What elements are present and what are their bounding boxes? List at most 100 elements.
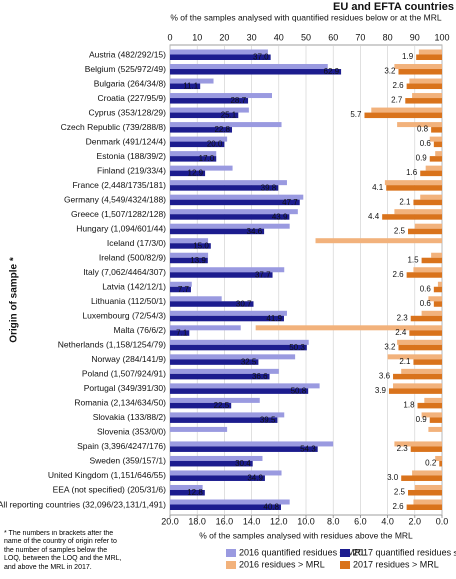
bar xyxy=(394,64,442,70)
value-label: 4.4 xyxy=(368,212,380,221)
bar xyxy=(433,141,442,148)
bar xyxy=(170,499,290,505)
bar xyxy=(170,228,265,235)
value-label: 50.8 xyxy=(291,386,307,395)
legend-label: 2017 residues > MRL xyxy=(353,559,439,569)
bar xyxy=(170,470,282,476)
category-label: Ireland (500/82/9) xyxy=(99,252,166,262)
value-label: 3.6 xyxy=(379,371,391,380)
x2-tick-label: 20.0 xyxy=(161,516,179,526)
category-label: United Kingdom (1,151/646/55) xyxy=(48,470,166,480)
bar xyxy=(429,417,442,423)
category-label: Lithuania (112/50/1) xyxy=(91,296,166,306)
value-label: 2.6 xyxy=(393,81,405,90)
value-label: 15.0 xyxy=(193,241,209,250)
bar xyxy=(409,78,442,84)
x2-tick-label: 16.0 xyxy=(216,516,234,526)
x-axis-label: % of the samples analysed with quantifie… xyxy=(170,12,441,22)
value-label: 28.7 xyxy=(230,96,246,105)
bar xyxy=(170,339,309,345)
value-label: 5.7 xyxy=(350,110,362,119)
category-label: Slovenia (353/0/0) xyxy=(97,427,166,437)
value-label: 1.9 xyxy=(402,52,414,61)
bar xyxy=(170,194,304,200)
legend-label: 2016 residues > MRL xyxy=(239,559,325,569)
value-label: 3.9 xyxy=(375,386,387,395)
bar xyxy=(170,402,232,409)
value-label: 2.7 xyxy=(391,96,403,105)
bar xyxy=(255,325,442,331)
bar xyxy=(170,460,253,467)
bar xyxy=(421,412,442,418)
bar xyxy=(401,368,442,374)
bar xyxy=(424,397,442,403)
bar xyxy=(421,310,442,316)
bar xyxy=(409,330,442,336)
x-tick-label: 0 xyxy=(167,32,172,42)
bar xyxy=(418,49,442,55)
bar xyxy=(397,339,442,345)
x-tick-label: 80 xyxy=(383,32,393,42)
legend-swatch xyxy=(340,561,350,569)
bar xyxy=(413,499,442,505)
value-label: 34.6 xyxy=(247,227,263,236)
bar xyxy=(170,238,209,244)
value-label: 34.9 xyxy=(247,474,263,483)
bar xyxy=(170,49,268,55)
legend-swatch xyxy=(226,549,236,557)
value-label: 25.1 xyxy=(221,111,237,120)
value-label: 39.8 xyxy=(261,183,277,192)
bar xyxy=(425,165,442,171)
bar xyxy=(170,209,298,215)
value-label: 30.4 xyxy=(235,459,251,468)
bar xyxy=(170,69,342,75)
bar xyxy=(428,426,442,432)
bar xyxy=(437,281,442,287)
bar xyxy=(170,93,272,99)
x-tick-label: 60 xyxy=(328,32,338,42)
value-label: 20.0 xyxy=(207,140,223,149)
bar xyxy=(170,199,300,206)
bar xyxy=(315,238,442,244)
bar xyxy=(431,252,442,258)
x2-tick-label: 6.0 xyxy=(354,516,367,526)
bar xyxy=(435,151,442,157)
value-label: 2.5 xyxy=(394,226,406,235)
bar xyxy=(170,388,309,394)
value-label: 0.6 xyxy=(420,299,432,308)
bar xyxy=(170,373,270,380)
bar xyxy=(170,286,191,293)
value-label: 2.3 xyxy=(397,313,409,322)
bar xyxy=(170,368,279,374)
bar xyxy=(431,127,442,133)
bar xyxy=(170,180,287,186)
bar xyxy=(435,455,442,461)
value-label: 2.1 xyxy=(399,197,411,206)
x-tick-label: 40 xyxy=(274,32,284,42)
bar xyxy=(413,359,442,365)
bar xyxy=(413,267,442,273)
bar xyxy=(170,426,228,432)
x2-axis-label: % of the samples analysed with residues … xyxy=(199,530,413,540)
value-label: 40.8 xyxy=(263,503,279,512)
category-label: Spain (3,396/4247/176) xyxy=(77,441,166,451)
value-label: 2.1 xyxy=(399,357,411,366)
bar xyxy=(170,344,307,351)
bar xyxy=(413,199,442,206)
bar xyxy=(408,228,442,235)
x-tick-label: 100 xyxy=(434,32,449,42)
bar xyxy=(170,156,217,162)
value-label: 30.7 xyxy=(236,299,252,308)
value-label: 62.9 xyxy=(324,67,340,76)
bar xyxy=(170,127,233,133)
bar xyxy=(394,441,442,447)
value-label: 7.1 xyxy=(176,328,188,337)
legend-swatch xyxy=(340,549,350,557)
value-label: 2.4 xyxy=(395,328,407,337)
value-label: 7.7 xyxy=(178,285,190,294)
bar xyxy=(170,141,225,148)
value-label: 0.6 xyxy=(420,139,432,148)
bar xyxy=(420,194,442,200)
category-label: Germany (4,549/4324/188) xyxy=(64,194,166,204)
category-label: EEA (not specified) (205/31/6) xyxy=(53,485,167,495)
